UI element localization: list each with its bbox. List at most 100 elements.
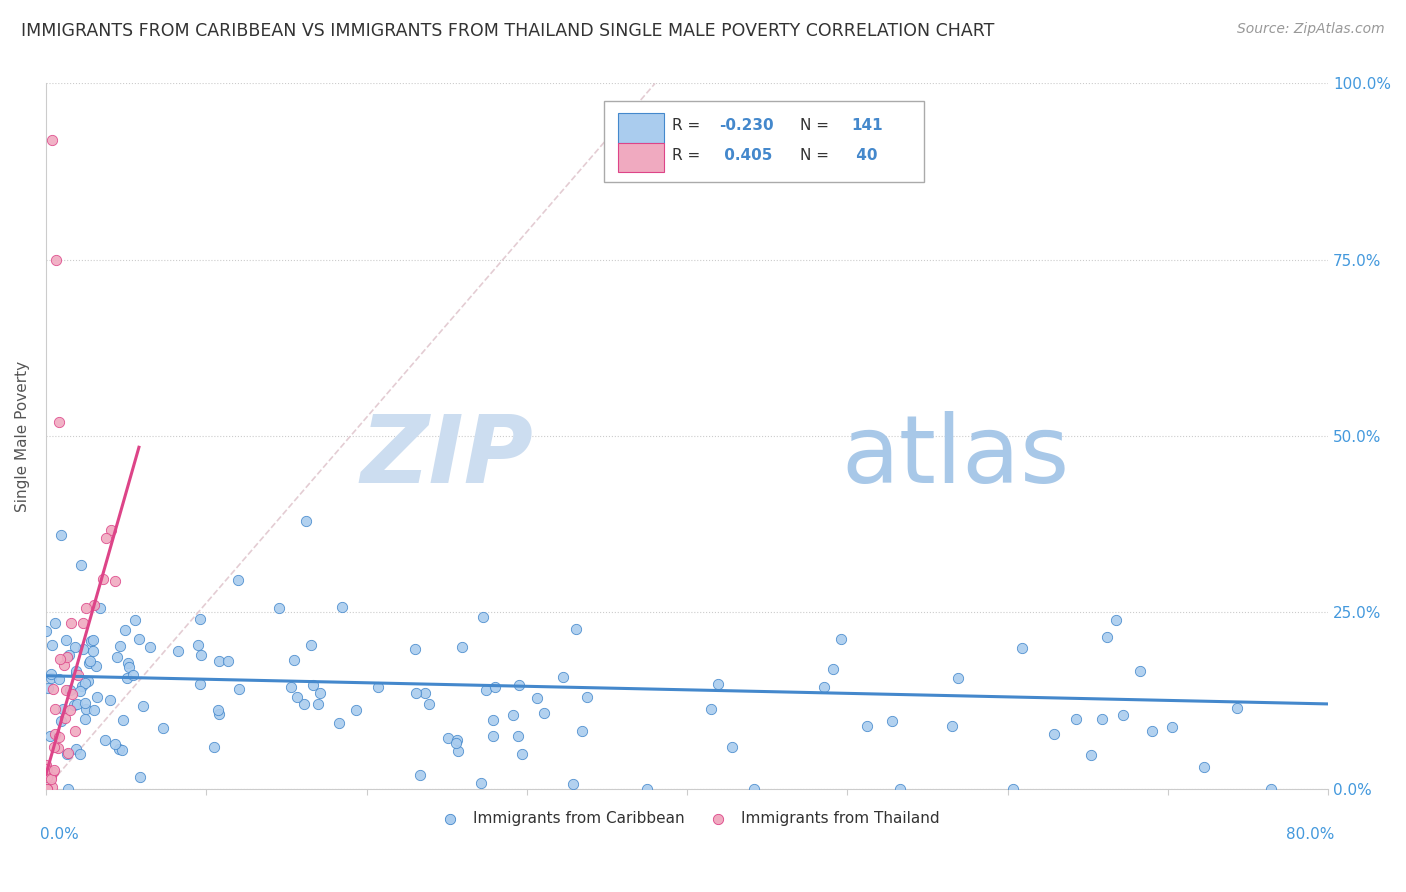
Point — [208, 707, 231, 722]
Point — [45, 252, 67, 267]
Point — [332, 600, 354, 615]
Point — [294, 514, 316, 528]
Y-axis label: Single Male Poverty: Single Male Poverty — [15, 360, 30, 511]
Point — [94, 531, 117, 545]
Point — [65, 665, 87, 679]
Point — [880, 714, 903, 728]
Point — [117, 671, 139, 685]
Point — [188, 612, 211, 626]
Point — [79, 654, 101, 668]
Text: 0.405: 0.405 — [718, 148, 772, 163]
Point — [367, 680, 389, 694]
Point — [48, 652, 70, 666]
Point — [228, 682, 250, 697]
Point — [565, 623, 588, 637]
Point — [69, 747, 91, 761]
Point — [470, 776, 492, 790]
Point — [576, 690, 599, 704]
Point — [285, 690, 308, 705]
Point — [413, 686, 436, 700]
Point — [946, 671, 969, 685]
Point — [52, 702, 75, 716]
Point — [571, 723, 593, 738]
Point — [39, 770, 62, 784]
Point — [187, 638, 209, 652]
Point — [475, 683, 498, 698]
Point — [1011, 640, 1033, 655]
Point — [190, 648, 212, 663]
Point — [41, 638, 63, 652]
Point — [267, 601, 290, 615]
Text: 80.0%: 80.0% — [1286, 827, 1334, 842]
Point — [302, 678, 325, 692]
Point — [446, 736, 468, 750]
Point — [208, 654, 231, 668]
Point — [226, 574, 249, 588]
Point — [42, 764, 65, 779]
Point — [823, 662, 845, 676]
Point — [35, 762, 58, 776]
Point — [66, 697, 89, 711]
Point — [35, 781, 58, 796]
Point — [69, 684, 91, 698]
Point — [1129, 664, 1152, 678]
Point — [44, 740, 66, 755]
Point — [105, 649, 128, 664]
Point — [553, 670, 575, 684]
Point — [73, 676, 96, 690]
Point — [506, 729, 529, 743]
Text: 0.0%: 0.0% — [39, 827, 79, 842]
Point — [48, 672, 70, 686]
Point — [72, 616, 94, 631]
Point — [37, 763, 59, 777]
Point — [70, 558, 93, 572]
Point — [100, 693, 122, 707]
Point — [128, 632, 150, 646]
Point — [508, 678, 530, 692]
Text: atlas: atlas — [841, 411, 1069, 503]
FancyBboxPatch shape — [617, 143, 664, 172]
Point — [104, 574, 127, 588]
Point — [35, 781, 58, 796]
Point — [63, 698, 86, 712]
Text: Source: ZipAtlas.com: Source: ZipAtlas.com — [1237, 22, 1385, 37]
Point — [188, 677, 211, 691]
Point — [55, 633, 77, 648]
Point — [48, 415, 70, 429]
Point — [49, 527, 72, 541]
Point — [114, 624, 136, 638]
Point — [75, 600, 97, 615]
Point — [100, 524, 122, 538]
Point — [108, 639, 131, 653]
Point — [39, 671, 62, 685]
Point — [292, 698, 315, 712]
Point — [35, 757, 58, 772]
Point — [53, 711, 76, 725]
Point — [484, 680, 506, 694]
Point — [111, 742, 134, 756]
Point — [56, 746, 79, 760]
Point — [699, 702, 721, 716]
Point — [63, 640, 86, 655]
Point — [121, 667, 143, 681]
Point — [82, 632, 104, 647]
Point — [451, 640, 474, 654]
Text: IMMIGRANTS FROM CARIBBEAN VS IMMIGRANTS FROM THAILAND SINGLE MALE POVERTY CORREL: IMMIGRANTS FROM CARIBBEAN VS IMMIGRANTS … — [21, 22, 994, 40]
Point — [207, 703, 229, 717]
Point — [707, 676, 730, 690]
Point — [79, 634, 101, 648]
Point — [204, 739, 226, 754]
Point — [409, 768, 432, 782]
Point — [65, 666, 87, 681]
Point — [418, 697, 440, 711]
Point — [39, 666, 62, 681]
Point — [139, 640, 162, 655]
Point — [721, 739, 744, 754]
Point — [471, 610, 494, 624]
Point — [48, 730, 70, 744]
Point — [328, 715, 350, 730]
Point — [55, 650, 77, 665]
Point — [1112, 707, 1135, 722]
Point — [75, 701, 97, 715]
Point — [35, 781, 58, 796]
